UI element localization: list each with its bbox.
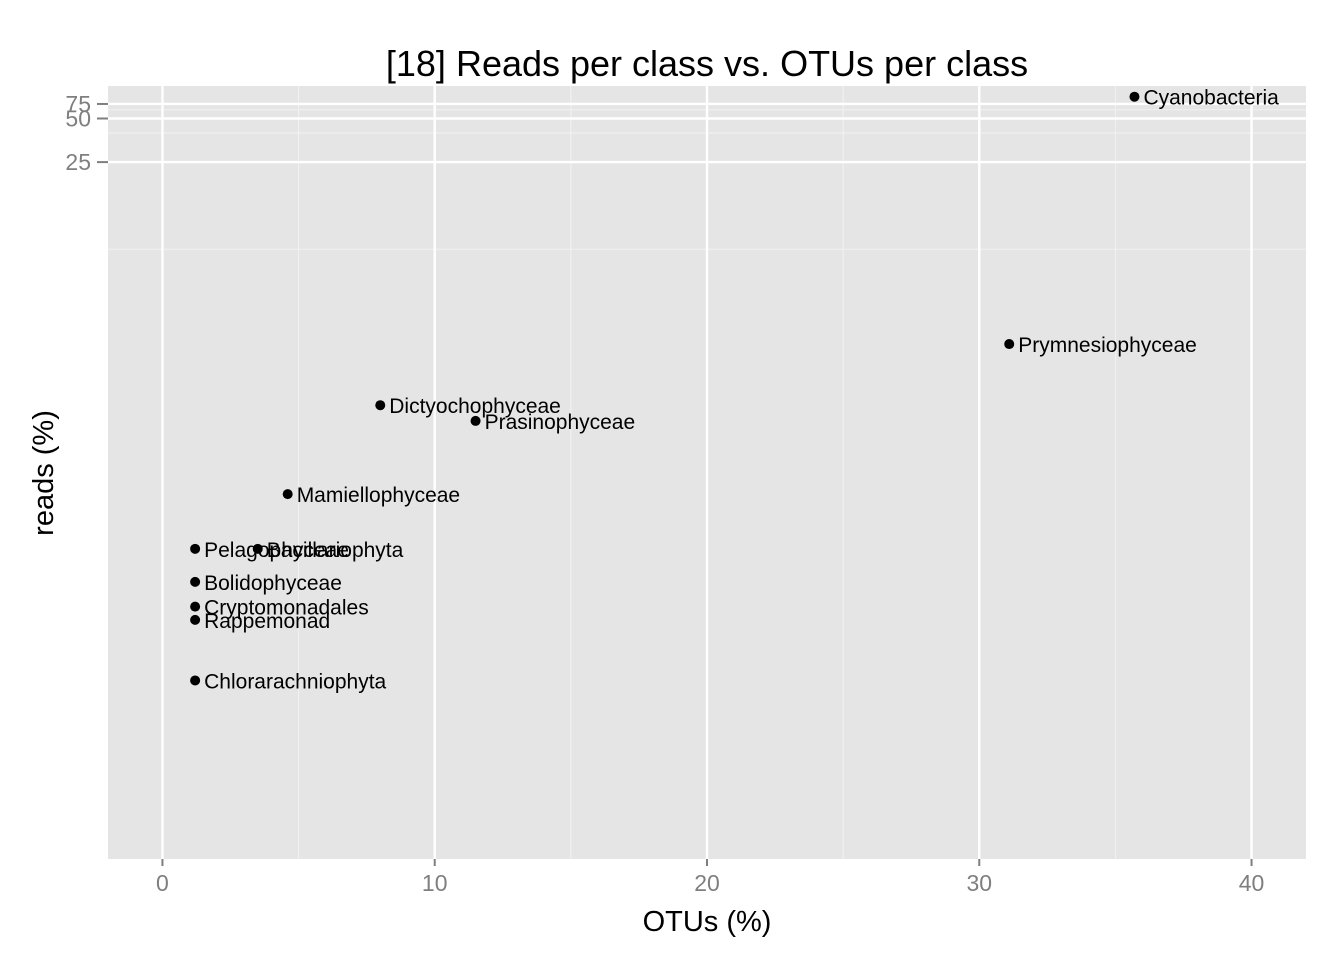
data-point: [252, 543, 263, 554]
data-point: [282, 489, 293, 500]
data-point: [1129, 91, 1140, 102]
x-tick-label: 40: [1239, 870, 1265, 896]
data-point: [375, 400, 386, 411]
data-point-label: Rappemonad: [204, 610, 330, 633]
data-points: Cyanobacteria Prymnesiophyceae Dictyochoph…: [190, 87, 1279, 693]
data-point: [1004, 339, 1015, 350]
y-tick-label: 75: [65, 91, 91, 117]
data-point-label: Pelagophyceae: [204, 539, 349, 562]
data-point: [190, 601, 201, 612]
data-point-label: Bacillariophyta: [267, 539, 404, 562]
data-point: [190, 576, 201, 587]
data-point-label: Mamiellophyceae: [297, 484, 460, 507]
y-tick-label: 50: [65, 106, 91, 132]
x-tick-label: 30: [966, 870, 992, 896]
data-point-label: Cryptomonadales: [204, 597, 369, 620]
y-tick-label: 25: [65, 149, 91, 175]
data-point: [190, 614, 201, 625]
x-axis-title: OTUs (%): [643, 906, 772, 938]
data-point-label: Cyanobacteria: [1143, 87, 1279, 110]
x-tick-label: 10: [422, 870, 448, 896]
data-point: [190, 675, 201, 686]
y-axis-title: reads (%): [28, 410, 60, 536]
data-point-label: Prasinophyceae: [485, 411, 636, 434]
grid-lines: [108, 86, 1306, 859]
data-point-label: Bolidophyceae: [204, 572, 342, 595]
data-point-label: Dictyochophyceae: [389, 395, 561, 418]
chart-title: [18] Reads per class vs. OTUs per class: [386, 43, 1028, 84]
data-point: [190, 543, 201, 554]
data-point-label: Prymnesiophyceae: [1018, 334, 1197, 357]
data-point: [470, 415, 481, 426]
x-tick-label: 0: [156, 870, 169, 896]
x-tick-label: 20: [694, 870, 720, 896]
data-point-label: Chlorarachniophyta: [204, 670, 386, 693]
